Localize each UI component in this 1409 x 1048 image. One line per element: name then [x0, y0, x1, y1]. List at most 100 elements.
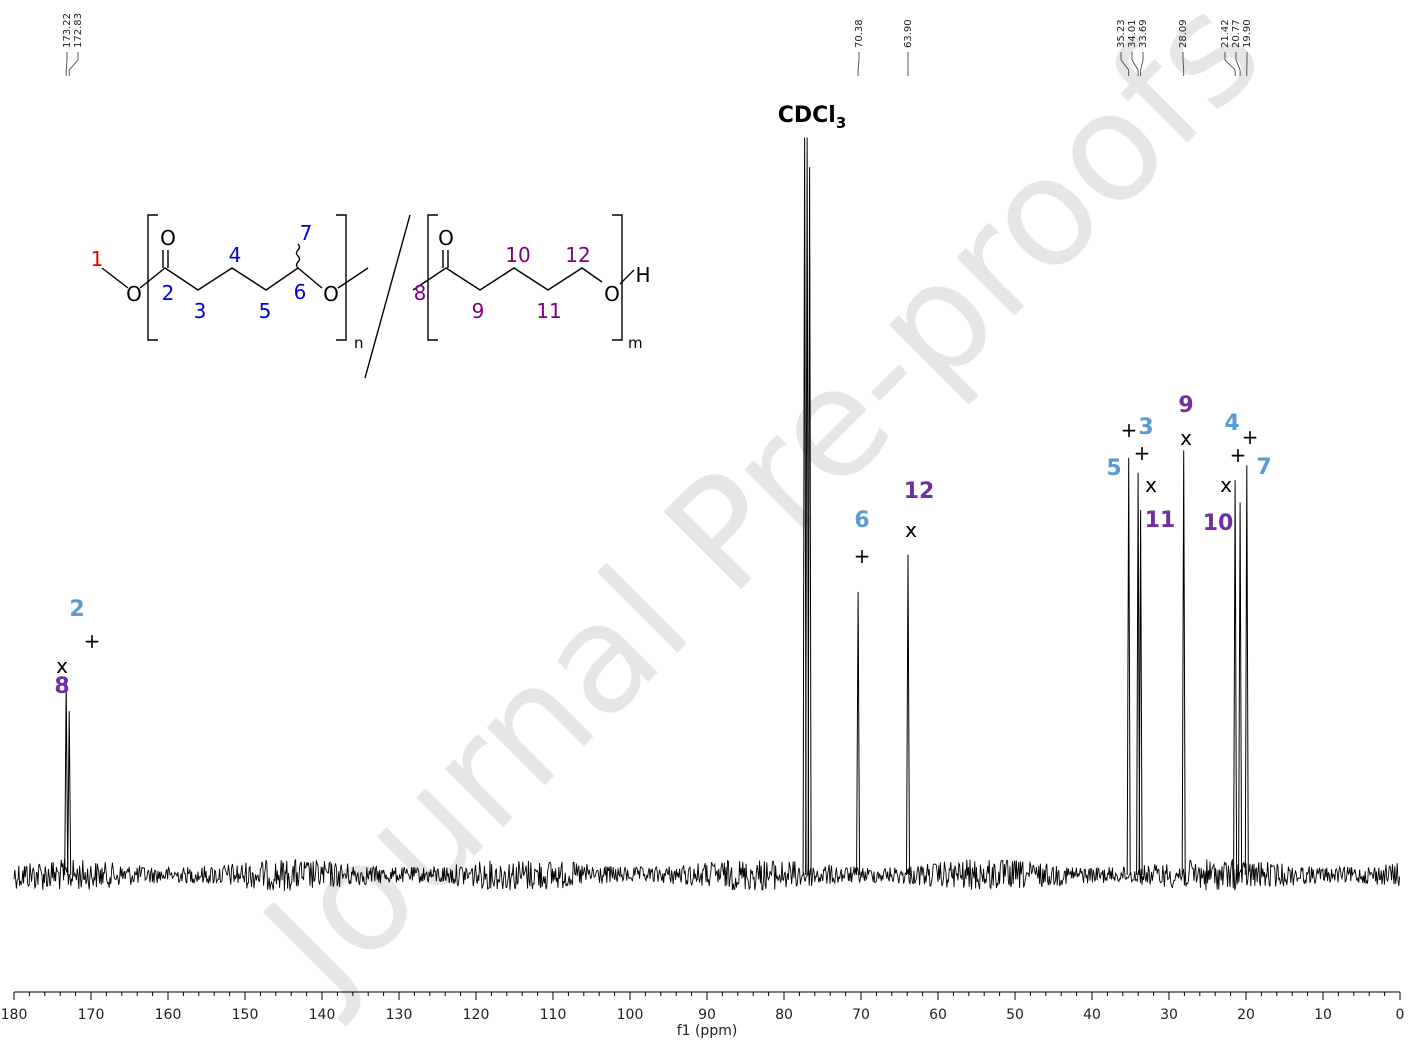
- structure-number: 4: [229, 243, 242, 267]
- structure-atom: O: [604, 282, 620, 306]
- x-tick-label: 10: [1314, 1007, 1332, 1023]
- left-carbonyl-bond: [163, 250, 168, 268]
- structure-atom: O: [323, 282, 339, 306]
- assignment-label: 11: [1145, 508, 1176, 533]
- x-tick-label: 140: [309, 1007, 336, 1023]
- structure-atom: O: [126, 282, 142, 306]
- assignment-marker: x: [1220, 473, 1232, 497]
- peak-list-label: 33.69: [1138, 19, 1149, 48]
- peak-list-label: 28.09: [1178, 19, 1189, 48]
- spectrum-peak: [1245, 465, 1248, 875]
- peak-list-connector: [66, 52, 67, 76]
- spectrum-peak: [1182, 450, 1185, 875]
- structure-subscript: m: [628, 334, 643, 352]
- left-wavy-bond: [297, 244, 300, 268]
- structure-number: 11: [536, 299, 561, 323]
- assignment-marker: x: [905, 518, 917, 542]
- x-tick-label: 0: [1396, 1007, 1405, 1023]
- structure-number: 5: [259, 299, 272, 323]
- unit-separator-slash: [365, 215, 410, 378]
- left-bracket-close: [336, 215, 346, 340]
- peak-list-label: 34.01: [1127, 19, 1138, 48]
- x-tick-label: 130: [386, 1007, 413, 1023]
- assignment-label: 9: [1178, 393, 1193, 418]
- structure-atom: O: [438, 226, 454, 250]
- structure-atom: H: [635, 263, 650, 287]
- x-tick-label: 160: [155, 1007, 182, 1023]
- x-tick-label: 100: [617, 1007, 644, 1023]
- x-tick-label: 20: [1237, 1007, 1255, 1023]
- spectrum-peak: [907, 555, 910, 875]
- spectrum-peak: [1139, 510, 1142, 875]
- solvent-label-subscript: 3: [836, 114, 846, 132]
- assignment-label: 6: [854, 508, 869, 533]
- assignment-marker: +: [1134, 441, 1151, 465]
- x-tick-label: 150: [232, 1007, 259, 1023]
- assignment-marker: x: [1180, 426, 1192, 450]
- spectrum-peak: [1127, 458, 1130, 875]
- structure-number: 8: [414, 281, 427, 305]
- chemical-structure: [102, 215, 634, 378]
- baseline-noise-trace: [14, 859, 1400, 891]
- right-bracket-close: [612, 215, 622, 340]
- spectrum-peak: [1239, 503, 1242, 876]
- spectrum-peak: [1234, 480, 1237, 875]
- x-tick-label: 40: [1083, 1007, 1101, 1023]
- assignment-label: 12: [904, 479, 935, 504]
- assignment-marker: +: [854, 544, 871, 568]
- assignment-marker: x: [56, 654, 68, 678]
- assignment-marker: +: [84, 629, 101, 653]
- peak-list-label: 20.77: [1231, 19, 1242, 48]
- peak-list-label: 35.23: [1116, 19, 1127, 48]
- x-tick-label: 180: [1, 1007, 28, 1023]
- structure-number: 2: [162, 281, 175, 305]
- peak-list-label: 19.90: [1242, 19, 1253, 48]
- peak-list-connector: [69, 52, 78, 76]
- structure-number: 10: [505, 243, 530, 267]
- assignment-label: 10: [1203, 511, 1234, 536]
- peak-list-label: 173.22: [62, 13, 73, 48]
- x-tick-label: 60: [929, 1007, 947, 1023]
- x-tick-label: 170: [78, 1007, 105, 1023]
- assignment-label: 5: [1106, 456, 1121, 481]
- x-tick-label: 120: [463, 1007, 490, 1023]
- x-tick-label: 50: [1006, 1007, 1024, 1023]
- baseline-noise: [14, 859, 1400, 891]
- peak-list-label: 21.42: [1220, 19, 1231, 48]
- assignment-marker: +: [1121, 418, 1138, 442]
- structure-number: 7: [300, 221, 313, 245]
- assignment-label: 4: [1224, 411, 1239, 436]
- x-tick-label: 110: [540, 1007, 567, 1023]
- x-axis-title: f1 (ppm): [677, 1023, 738, 1039]
- peak-list-label: 172.83: [73, 13, 84, 48]
- x-tick-label: 70: [852, 1007, 870, 1023]
- spectrum-peak: [65, 681, 68, 875]
- assignment-marker: +: [1242, 425, 1259, 449]
- assignment-marker: x: [1145, 473, 1157, 497]
- structure-number: 12: [565, 243, 590, 267]
- assignment-label: 3: [1138, 415, 1153, 440]
- peak-list-label: 70.38: [854, 19, 865, 48]
- structure-number: 3: [194, 299, 207, 323]
- x-tick-label: 30: [1160, 1007, 1178, 1023]
- right-unit-bonds: [413, 268, 634, 290]
- x-tick-label: 90: [698, 1007, 716, 1023]
- structure-subscript: n: [354, 334, 364, 352]
- solvent-label-text: CDCl: [778, 103, 836, 128]
- x-tick-label: 80: [775, 1007, 793, 1023]
- structure-number: 6: [294, 280, 307, 304]
- peak-list-connector: [858, 52, 859, 76]
- assignment-label: 7: [1256, 455, 1271, 480]
- structure-atom: O: [160, 226, 176, 250]
- structure-number: 1: [91, 247, 104, 271]
- solvent-label: CDCl3: [778, 103, 847, 132]
- structure-number: 9: [472, 299, 485, 323]
- spectrum-peak: [68, 711, 71, 875]
- peak-list-label: 63.90: [903, 19, 914, 48]
- assignment-label: 2: [69, 597, 84, 622]
- right-carbonyl-bond: [443, 250, 448, 268]
